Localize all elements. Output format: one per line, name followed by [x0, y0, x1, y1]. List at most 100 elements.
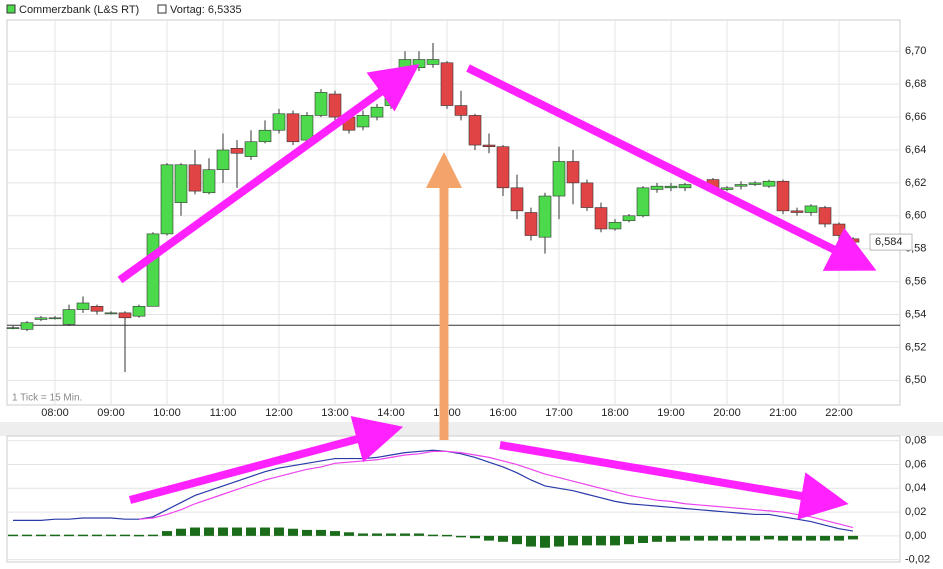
- histogram-bar: [750, 535, 760, 541]
- histogram-bar: [120, 534, 130, 537]
- candle-body: [552, 161, 566, 197]
- x-tick-label: 21:00: [769, 407, 797, 419]
- candle-body: [398, 59, 412, 72]
- indicator-plot-frame: [6, 435, 901, 563]
- candle-body: [566, 161, 580, 184]
- annotation: 1 Tick = 15 Min.: [12, 393, 82, 404]
- histogram-bar: [260, 527, 270, 536]
- histogram-bar: [708, 535, 718, 541]
- panel-separator: [0, 422, 943, 436]
- candle-body: [440, 62, 454, 106]
- y-tick-label: 0,02: [905, 506, 926, 518]
- histogram-bar: [722, 535, 732, 541]
- indicator-line: [138, 450, 854, 529]
- histogram-bar: [848, 535, 858, 540]
- candle-body: [496, 146, 510, 189]
- x-tick-label: 12:00: [265, 407, 293, 419]
- histogram-bar: [456, 535, 466, 538]
- histogram-bar: [554, 535, 564, 547]
- histogram-bar: [428, 534, 438, 537]
- histogram-bar: [106, 534, 116, 537]
- histogram-bar: [176, 528, 186, 536]
- candle-body: [650, 185, 664, 190]
- candle-body: [664, 185, 678, 189]
- arrow: [499, 441, 849, 520]
- candle-body: [146, 233, 160, 307]
- candle-body: [356, 115, 370, 128]
- candle-body: [174, 164, 188, 203]
- candle-body: [846, 238, 860, 243]
- histogram-bar: [442, 534, 452, 537]
- histogram-bar: [568, 535, 578, 546]
- y-tick-label: 6,54: [905, 308, 926, 320]
- histogram-bar: [820, 535, 830, 541]
- histogram-bar: [288, 528, 298, 536]
- histogram-bar: [162, 531, 172, 536]
- y-tick-label: 6,66: [905, 111, 926, 123]
- histogram-bar: [316, 529, 326, 536]
- histogram-bar: [400, 533, 410, 536]
- histogram-bar: [344, 532, 354, 536]
- candle-body: [300, 115, 314, 141]
- histogram-bar: [330, 531, 340, 536]
- arrow: [117, 63, 420, 284]
- candle-body: [188, 164, 202, 192]
- histogram-bar: [78, 534, 88, 537]
- candle-body: [118, 312, 132, 319]
- histogram-bar: [834, 535, 844, 541]
- histogram-bar: [512, 535, 522, 545]
- histogram-bar: [204, 527, 214, 536]
- histogram-bar: [218, 527, 228, 536]
- histogram-bar: [764, 535, 774, 540]
- candle-body: [6, 327, 20, 329]
- candle-body: [524, 212, 538, 236]
- candle-body: [804, 205, 818, 213]
- candle-body: [272, 113, 286, 131]
- annotation-arrows: [117, 63, 877, 520]
- candle-body: [286, 113, 300, 143]
- histogram-bar: [680, 535, 690, 541]
- y-tick-label: 6,56: [905, 276, 926, 288]
- candle-body: [720, 187, 734, 190]
- x-tick-label: 19:00: [657, 407, 685, 419]
- candle-body: [412, 59, 426, 69]
- candle-body: [748, 182, 762, 185]
- y-tick-label: 6,68: [905, 78, 926, 90]
- legend-swatch: [6, 4, 16, 14]
- candle-body: [594, 207, 608, 230]
- histogram-bar: [694, 535, 704, 541]
- arrow: [466, 64, 877, 271]
- x-tick-label: 22:00: [825, 407, 853, 419]
- candle-body: [314, 92, 328, 116]
- candle-body: [832, 223, 846, 236]
- histogram-bar: [666, 535, 676, 542]
- candle-body: [370, 106, 384, 118]
- legend-label: Vortag: 6,5335: [170, 4, 242, 16]
- histogram-bar: [36, 534, 46, 537]
- histogram-bar: [792, 535, 802, 541]
- histogram-bar: [652, 535, 662, 542]
- x-tick-label: 17:00: [545, 407, 573, 419]
- x-tick-label: 11:00: [210, 407, 237, 419]
- x-tick-label: 20:00: [713, 407, 741, 419]
- x-tick-label: 16:00: [489, 407, 517, 419]
- candle-body: [258, 129, 272, 143]
- x-tick-label: 18:00: [601, 407, 629, 419]
- candle-body: [62, 309, 76, 325]
- histogram-bar: [232, 527, 242, 536]
- candle-body: [426, 59, 440, 65]
- histogram-bar: [302, 529, 312, 536]
- candle-body: [230, 148, 244, 154]
- histogram-bar: [806, 535, 816, 541]
- histogram-bar: [358, 533, 368, 536]
- candle-body: [678, 184, 692, 189]
- candle-body: [538, 195, 552, 238]
- candle-body: [48, 317, 62, 320]
- histogram-bar: [778, 535, 788, 541]
- histogram-bar: [498, 535, 508, 542]
- candle-body: [244, 141, 258, 157]
- legend-swatch: [157, 4, 167, 14]
- histogram-bar: [582, 535, 592, 546]
- last-price-label: 6,584: [875, 236, 903, 248]
